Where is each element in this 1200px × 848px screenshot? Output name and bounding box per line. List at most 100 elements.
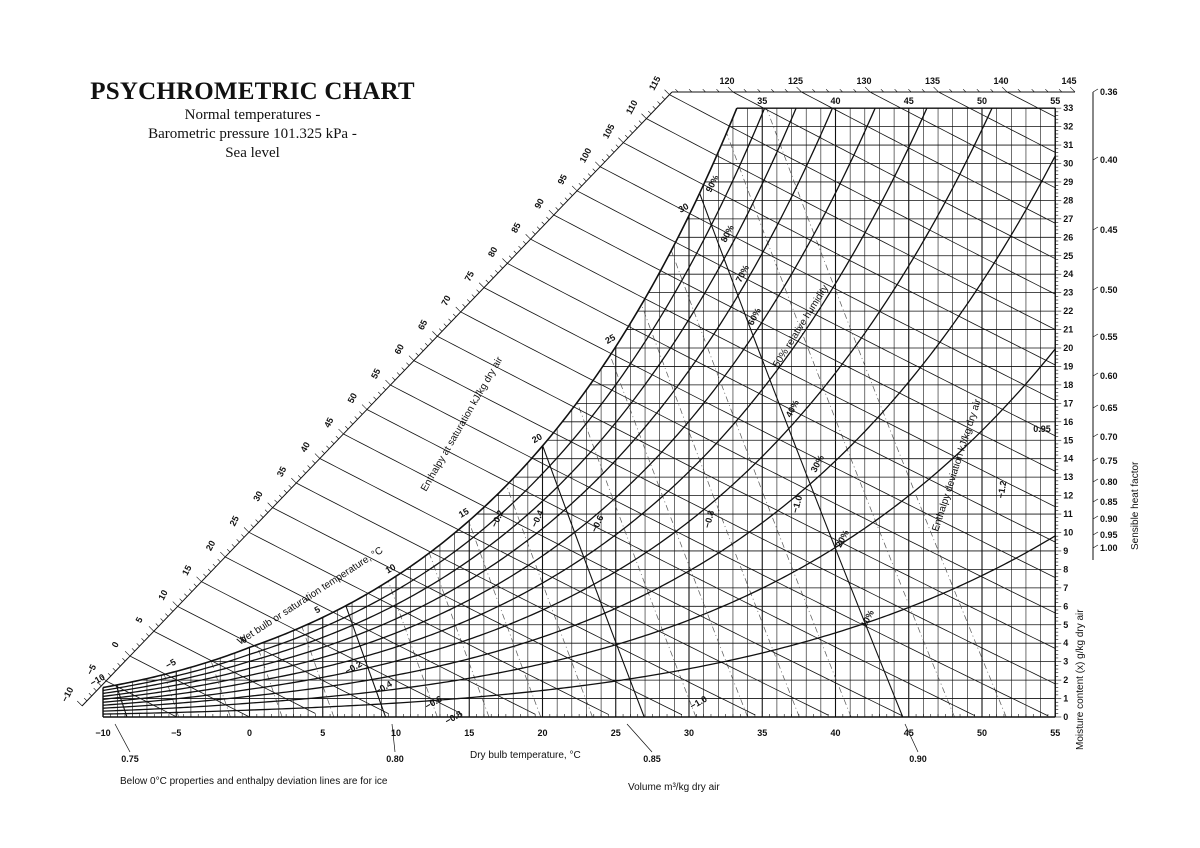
enthalpy-line [646,118,1056,330]
enthalpy-tick [771,88,775,93]
enthalpy-tick [467,299,471,303]
enthalpy-tick [338,428,344,435]
enthalpy-tick-label: 95 [556,173,570,187]
enthalpy-tick [757,88,761,93]
enthalpy-line [938,92,1056,153]
enthalpy-deviation-label: Enthalpy deviation kJ/kg dry air [930,397,983,533]
enthalpy-line [248,531,609,715]
enthalpy-tick [688,88,693,93]
y-tick-label: 23 [1063,288,1073,298]
enthalpy-tick-label: 30 [251,489,265,503]
rh-curve [102,535,1056,715]
enthalpy-tick [555,207,559,211]
y-tick-label: 22 [1063,306,1073,316]
enthalpy-tick [595,161,601,167]
volume-leader [904,723,919,753]
shf-tick [1092,404,1099,409]
enthalpy-tick-label: 25 [228,514,242,528]
y-tick-label: 18 [1063,380,1073,390]
enthalpy-tick [420,347,424,352]
enthalpy-tick [236,539,240,543]
enthalpy-tick [288,484,292,489]
x-top-tick-label: 55 [1050,96,1060,106]
volume-label: 0.80 [386,754,404,764]
wet-bulb-label: 30 [677,201,691,215]
enthalpy-tick [1001,86,1008,93]
shf-tick-label: 0.45 [1100,225,1118,235]
enthalpy-tick [1058,88,1063,93]
x-tick-label: 50 [977,728,987,738]
enthalpy-tick [124,650,131,657]
enthalpy-tick [307,465,311,469]
volume-line [471,108,697,717]
enthalpy-tick-label: 135 [925,76,940,86]
enthalpy-tick [438,328,443,332]
enthalpy-tick [243,527,250,533]
ice-note: Below 0°C properties and enthalpy deviat… [120,776,388,787]
shf-tick [1092,286,1099,291]
enthalpy-tick [490,274,494,279]
enthalpy-tick [148,626,155,632]
enthalpy-tick [424,342,429,347]
y-tick-label: 21 [1063,325,1073,335]
enthalpy-tick [452,313,457,317]
enthalpy-tick [548,209,555,216]
shf-tick [1092,333,1099,338]
enthalpy-tick [196,576,202,582]
rh-curve [102,107,876,700]
rh-label: 70% [734,263,751,284]
enthalpy-tick [569,192,573,196]
enthalpy-tick [359,411,363,415]
y-tick-label: 12 [1063,491,1073,501]
shf-tick-label: 0.60 [1100,371,1118,381]
enthalpy-scale-label: Enthalpy at saturation kJ/kg dry air [419,355,506,494]
enthalpy-tick [345,426,349,430]
x-tick-label: 20 [537,728,547,738]
enthalpy-deviation-label: −0.8 [443,709,463,727]
enthalpy-tick [638,120,642,124]
enthalpy-tick-label: 55 [369,367,383,381]
enthalpy-tick-label: 125 [788,76,803,86]
shf-tick [1092,433,1099,438]
shf-tick [1092,478,1099,483]
enthalpy-tick [502,258,508,264]
x-tick-label: 10 [391,728,401,738]
x-tick-label: 5 [320,728,325,738]
enthalpy-tick [349,421,354,425]
wet-bulb-label: −5 [164,657,178,671]
enthalpy-tick [172,601,178,607]
enthalpy-tick [611,149,615,153]
grid [103,108,1056,717]
enthalpy-tick [260,514,264,518]
enthalpy-line [599,166,1056,401]
shf-tick-label: 0.40 [1100,155,1118,165]
enthalpy-tick [796,86,802,93]
enthalpy-tick [396,372,401,376]
x-top-tick-label: 35 [757,96,767,106]
volume-label: Volume m³/kg dry air [628,782,720,793]
rh-curve [102,107,797,695]
y-axis-label: Moisture content (x) g/kg dry air [1075,609,1086,750]
enthalpy-tick [429,338,433,342]
volume-line [520,108,748,717]
enthalpy-deviation-label: −0.4 [373,679,393,697]
enthalpy-tick-label: 100 [578,146,594,164]
enthalpy-tick [226,549,231,553]
enthalpy-tick [525,234,531,240]
saturation-curve [102,107,738,689]
shf-tick-label: 0.80 [1100,477,1118,487]
enthalpy-tick [657,101,661,105]
enthalpy-tick [587,173,592,177]
enthalpy-tick [615,144,619,148]
enthalpy-tick [664,89,670,95]
enthalpy-tick [83,697,88,702]
rh-curve [102,107,993,706]
enthalpy-tick [716,88,720,93]
shf-tick-label: 0.36 [1100,87,1118,97]
enthalpy-line [153,630,316,714]
enthalpy-line [623,142,1056,366]
y-tick-label: 0 [1063,712,1068,722]
enthalpy-tick [448,318,452,322]
enthalpy-tick-label: 65 [416,318,430,332]
enthalpy-tick [641,113,647,119]
